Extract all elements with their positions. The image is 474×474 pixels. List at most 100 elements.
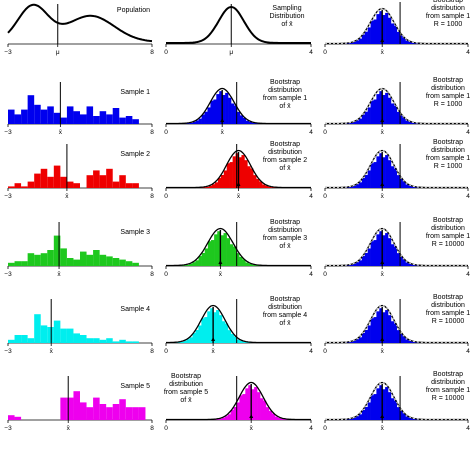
bootstrap-bar xyxy=(373,19,377,44)
x-tick-label: x̄ xyxy=(219,271,223,278)
bootstrap-bar xyxy=(373,317,377,343)
histogram-bar xyxy=(112,404,120,420)
bootstrap-bar xyxy=(244,160,248,188)
histogram-bar xyxy=(80,335,87,343)
bootstrap-bar xyxy=(186,339,190,343)
bootstrap-bar xyxy=(198,118,202,124)
bootstrap-bar xyxy=(405,416,409,420)
bootstrap-bar xyxy=(211,240,215,266)
panel-label: from sample 4 xyxy=(263,312,307,319)
histogram-bar xyxy=(99,175,107,188)
bootstrap-bar xyxy=(239,395,243,420)
bootstrap-bar xyxy=(361,178,366,188)
histogram-bar xyxy=(93,397,100,420)
dashed-curve xyxy=(325,88,468,124)
bootstrap-bar xyxy=(408,185,412,188)
histogram-bar xyxy=(112,258,120,266)
bootstrap-bar xyxy=(347,123,351,124)
histogram-bar xyxy=(125,407,133,420)
bootstrap-bar xyxy=(251,264,256,266)
histogram-bar xyxy=(53,112,61,124)
x-tick-label: 4 xyxy=(466,425,470,432)
bootstrap-bar xyxy=(379,91,383,124)
bootstrap-bar xyxy=(347,419,351,420)
bootstrap-bar xyxy=(358,260,363,266)
bootstrap-bar xyxy=(388,392,392,420)
bootstrap-bar xyxy=(356,262,360,266)
histogram-bar xyxy=(27,95,35,124)
bootstrap-bar xyxy=(189,337,193,343)
bootstrap-bar xyxy=(393,168,398,188)
bootstrap-bar xyxy=(356,339,360,343)
x-tick-label: 8 xyxy=(150,348,154,355)
histogram-bar xyxy=(14,261,22,266)
x-tick-label: −3 xyxy=(4,425,12,432)
x-tick-label: x̄ xyxy=(50,348,54,355)
panel-label: Bootstrap xyxy=(270,141,300,148)
x-tick-label: 4 xyxy=(309,193,313,200)
bootstrap-bar xyxy=(370,395,374,420)
histogram-bar xyxy=(125,261,133,266)
bootstrap-bar xyxy=(242,394,246,420)
bootstrap-bar xyxy=(223,233,227,266)
bootstrap-bar xyxy=(350,418,354,420)
bootstrap-bar xyxy=(388,315,392,343)
panel-label: from sample 2 xyxy=(263,157,307,164)
panel-label: Bootstrap xyxy=(433,0,463,4)
bootstrap-bar xyxy=(271,413,276,420)
histogram-bar xyxy=(47,250,54,266)
bootstrap-bar xyxy=(408,340,412,343)
mean-marker xyxy=(236,182,241,186)
histogram-bar xyxy=(119,399,126,420)
panel-label: from sample 1 xyxy=(426,310,470,317)
bootstrap-bar xyxy=(228,97,232,124)
panel-label: from sample 1 xyxy=(263,95,307,102)
bootstrap-bar xyxy=(219,315,223,343)
bootstrap-bar xyxy=(347,342,351,343)
bootstrap-bar xyxy=(385,12,389,44)
bootstrap-bar xyxy=(361,114,366,124)
bootstrap-bar xyxy=(242,117,247,124)
bootstrap-bar xyxy=(226,238,231,266)
bootstrap-bar xyxy=(186,264,190,266)
dashed-curve xyxy=(325,8,468,44)
histogram-bar xyxy=(86,106,94,124)
bootstrap-bar xyxy=(207,311,211,343)
bootstrap-bar xyxy=(399,410,403,420)
bootstrap-bar xyxy=(367,170,371,188)
mean-marker xyxy=(249,414,254,418)
histogram-bar xyxy=(106,407,113,420)
bootstrap-bar xyxy=(259,181,263,188)
x-tick-label: 4 xyxy=(466,193,470,200)
bootstrap-bar xyxy=(254,123,258,124)
bootstrap-bar xyxy=(388,17,392,44)
panel-label: distribution xyxy=(268,304,302,311)
bootstrap-bar xyxy=(186,123,191,124)
bootstrap-bar xyxy=(245,342,249,343)
panel-label: Sample 5 xyxy=(120,383,150,390)
bootstrap-bar xyxy=(242,341,246,343)
bootstrap-bar xyxy=(350,122,354,124)
bootstrap-bar xyxy=(390,166,395,188)
x-tick-label: 4 xyxy=(466,348,470,355)
bootstrap-bar xyxy=(218,418,223,420)
bootstrap-bar xyxy=(239,340,243,343)
bootstrap-bar xyxy=(356,184,360,188)
panel-label: Bootstrap xyxy=(433,77,463,84)
histogram-bar xyxy=(27,181,35,188)
bootstrap-bar xyxy=(385,155,389,188)
x-tick-label: x̄ xyxy=(381,49,385,56)
bootstrap-bar xyxy=(183,340,187,343)
bootstrap-bar xyxy=(248,121,252,124)
panel-label: Bootstrap xyxy=(270,296,300,303)
bootstrap-bar xyxy=(192,262,196,266)
bootstrap-bar xyxy=(236,339,240,343)
bootstrap-bar xyxy=(192,121,196,124)
x-tick-label: 0 xyxy=(164,271,168,278)
mean-marker xyxy=(220,118,225,122)
bootstrap-bar xyxy=(195,260,199,266)
histogram-bar xyxy=(93,116,100,124)
panel-label: of x̄ xyxy=(279,165,291,172)
dashed-curve xyxy=(325,228,468,266)
